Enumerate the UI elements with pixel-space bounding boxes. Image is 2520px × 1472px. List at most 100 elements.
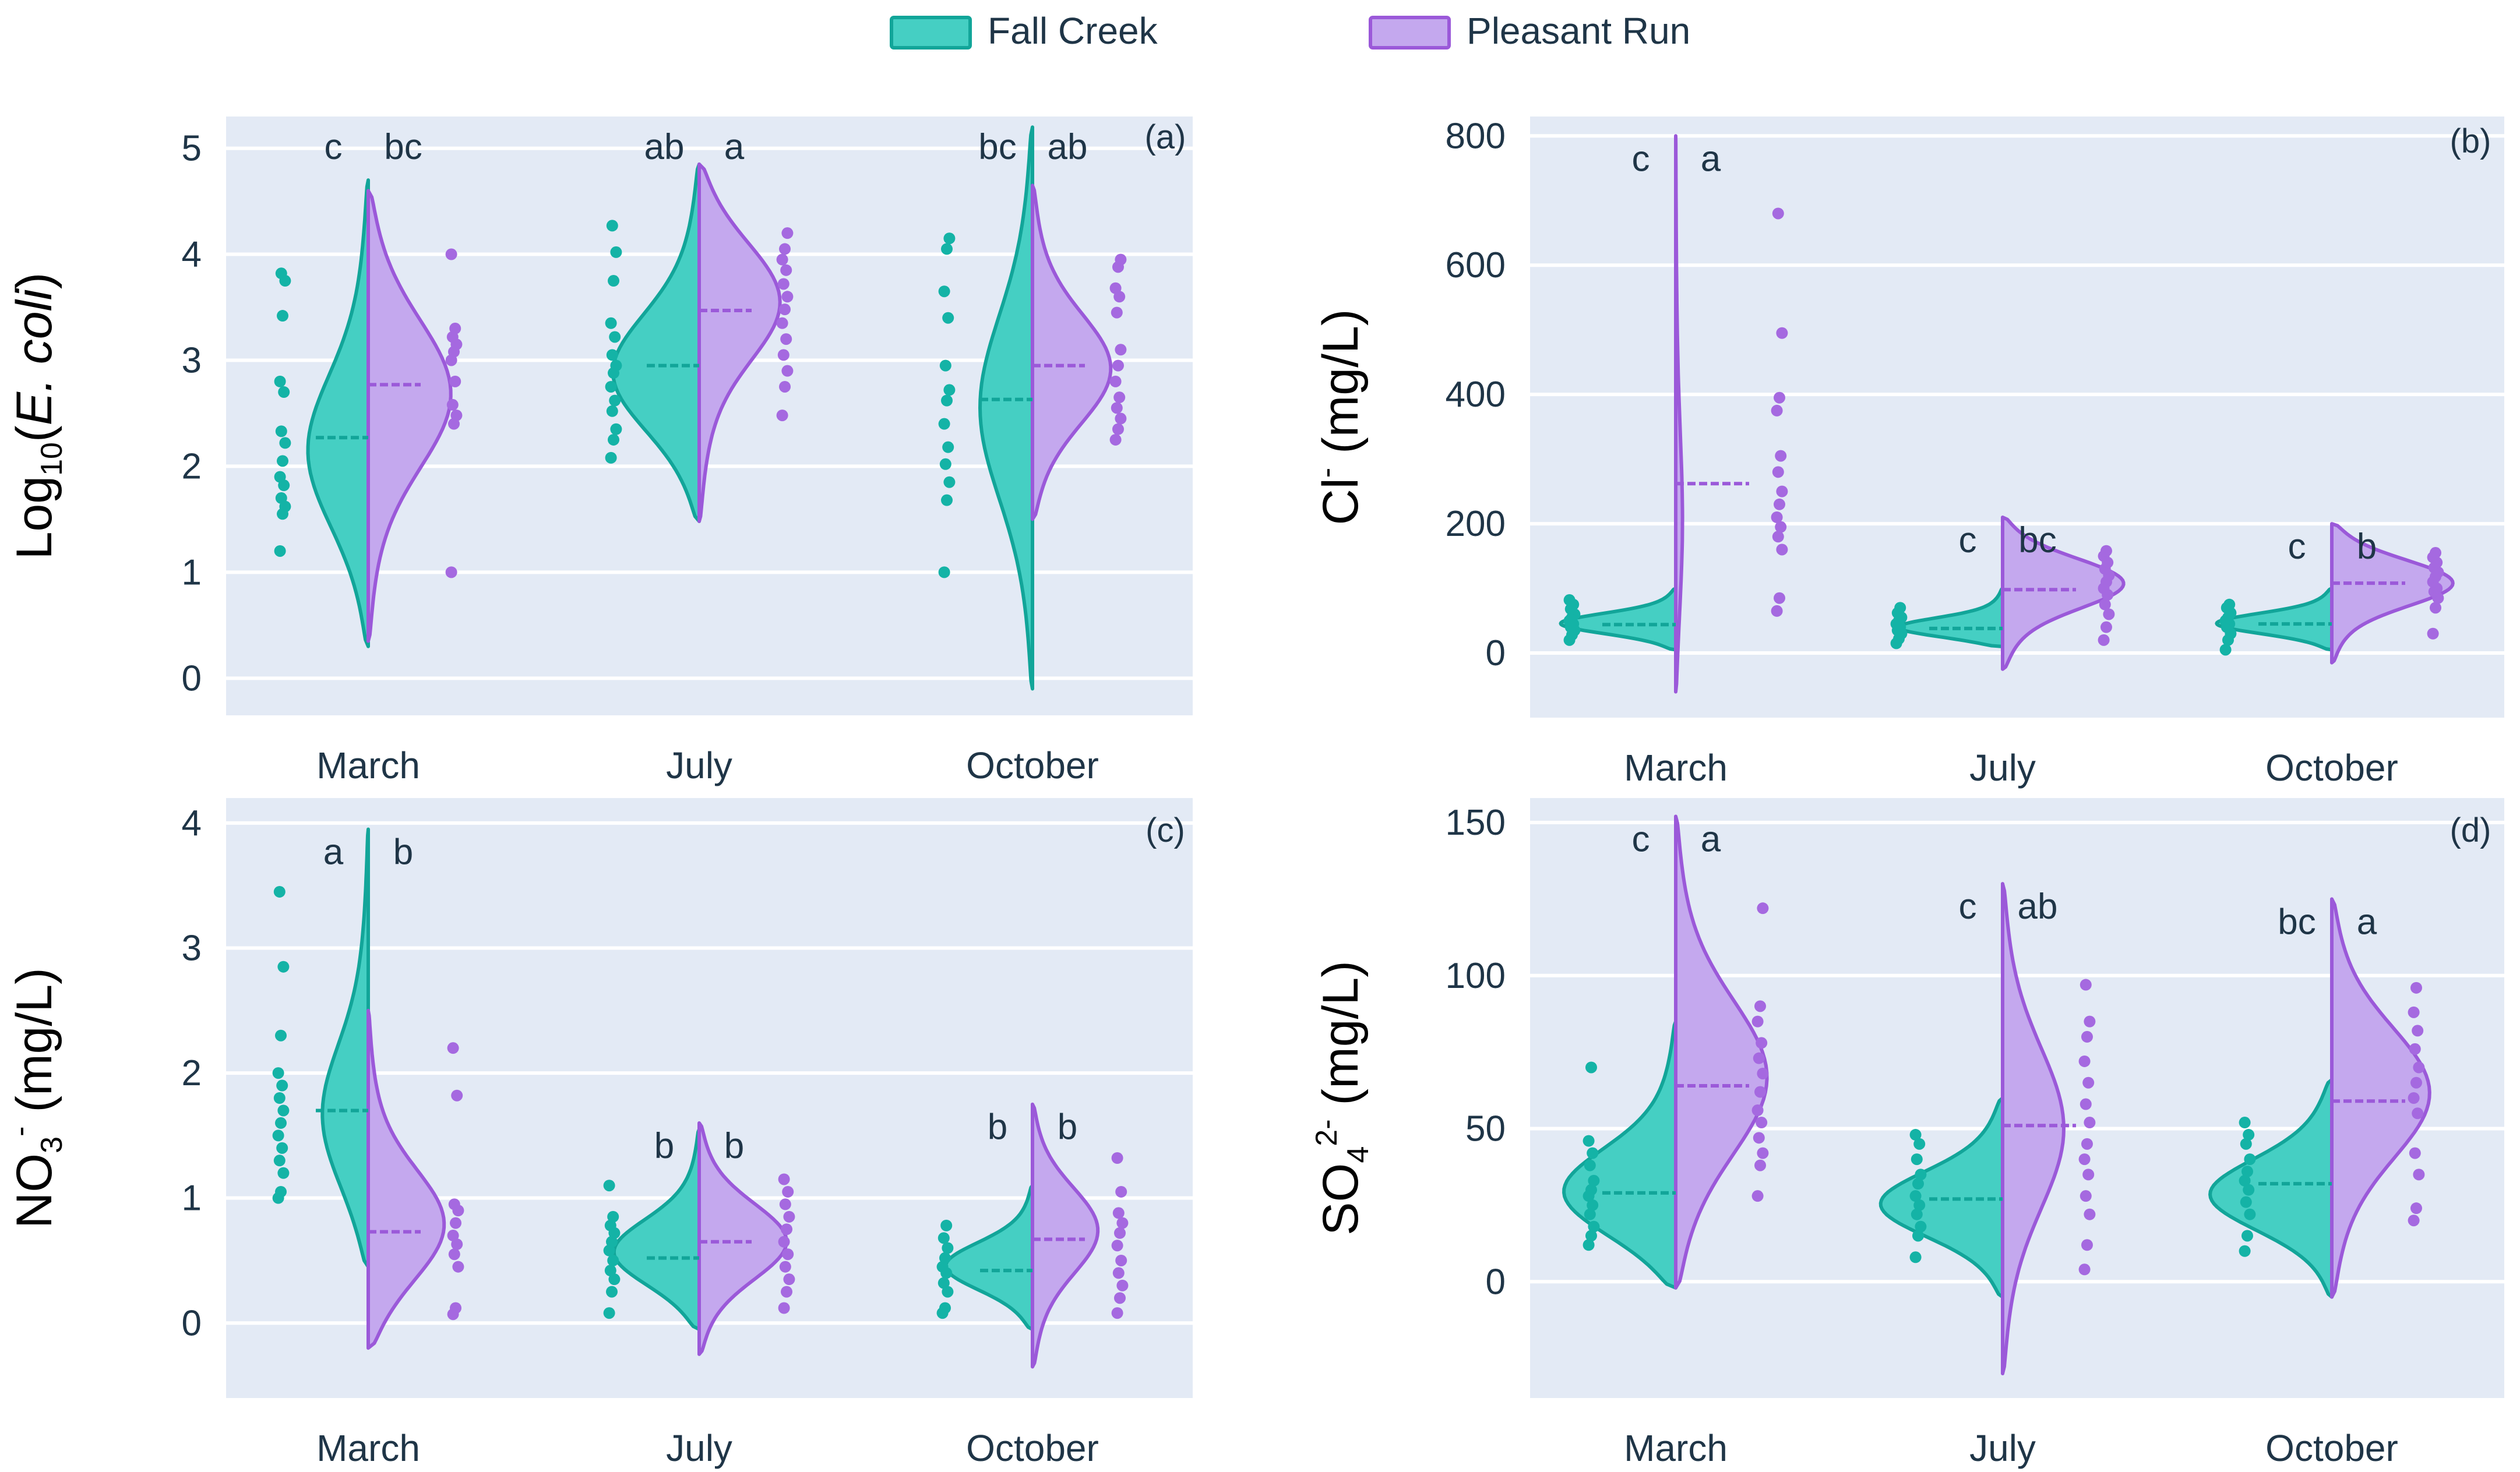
data-point-fall-creek: [1909, 1190, 1922, 1202]
data-point-pleasant-run: [1751, 1190, 1764, 1202]
data-point-pleasant-run: [449, 375, 461, 387]
violin-group-october: bc ab: [938, 125, 1127, 691]
data-point-pleasant-run: [1757, 1067, 1769, 1079]
data-point-fall-creek: [2239, 1174, 2251, 1187]
significance-letter-pleasant-run: b: [393, 832, 413, 873]
data-point-fall-creek: [942, 1286, 954, 1298]
panel-tag: (c): [1146, 811, 1185, 849]
data-point-fall-creek: [606, 405, 618, 417]
y-tick-label: 400: [1446, 375, 1506, 415]
data-point-fall-creek: [2243, 1129, 2255, 1141]
data-point-pleasant-run: [2084, 1208, 2096, 1220]
data-point-pleasant-run: [2078, 1263, 2091, 1276]
violin-pleasant-run: [697, 162, 782, 524]
data-point-fall-creek: [1912, 1230, 1924, 1242]
data-point-fall-creek: [610, 246, 622, 258]
y-title-text: (mg/L): [1313, 961, 1369, 1119]
data-point-fall-creek: [1912, 1178, 1924, 1190]
data-point-fall-creek: [938, 566, 950, 578]
data-point-pleasant-run: [1115, 1185, 1127, 1198]
data-point-pleasant-run: [445, 248, 457, 260]
data-point-fall-creek: [1563, 594, 1576, 606]
data-point-fall-creek: [604, 1265, 616, 1277]
data-point-fall-creek: [941, 394, 953, 407]
y-title-superscript: -: [1310, 468, 1344, 478]
y-title-text: Cl: [1313, 478, 1369, 525]
data-point-pleasant-run: [1115, 412, 1127, 425]
data-point-pleasant-run: [776, 410, 788, 422]
data-point-fall-creek: [1588, 1220, 1600, 1233]
significance-letter-pleasant-run: ab: [2018, 887, 2058, 927]
data-point-fall-creek: [273, 1092, 286, 1104]
data-point-pleasant-run: [451, 1238, 463, 1251]
data-point-pleasant-run: [2409, 1043, 2421, 1055]
y-tick-label: 0: [1486, 1262, 1506, 1302]
data-point-pleasant-run: [1776, 543, 1788, 556]
data-point-pleasant-run: [778, 1302, 790, 1314]
data-point-pleasant-run: [448, 1198, 460, 1210]
data-point-fall-creek: [605, 317, 617, 329]
data-point-fall-creek: [610, 359, 622, 372]
y-tick-label: 5: [182, 129, 202, 169]
data-point-fall-creek: [605, 380, 617, 393]
violin-group-july: ab a: [605, 127, 794, 524]
violin-group-july: c bc: [1890, 516, 2126, 671]
data-point-fall-creek: [607, 1254, 619, 1266]
data-point-fall-creek: [275, 425, 287, 437]
data-point-pleasant-run: [1754, 1000, 1766, 1012]
data-point-fall-creek: [608, 433, 619, 446]
data-point-fall-creek: [943, 384, 956, 396]
y-axis-title: Log10(E. coli): [6, 273, 69, 560]
significance-letter-fall-creek: bc: [978, 127, 1016, 167]
panel-tag: (d): [2450, 811, 2491, 849]
significance-letter-pleasant-run: b: [2357, 527, 2377, 567]
legend-swatch-pleasant-run: [1369, 16, 1451, 50]
data-point-pleasant-run: [2081, 1138, 2093, 1150]
data-point-fall-creek: [274, 545, 286, 557]
legend-label-fall-creek: Fall Creek: [988, 10, 1158, 52]
y-tick-label: 800: [1446, 116, 1506, 156]
data-point-fall-creek: [937, 1232, 950, 1244]
y-tick-label: 2: [182, 446, 202, 486]
significance-letter-fall-creek: b: [988, 1107, 1007, 1148]
data-point-pleasant-run: [2413, 1169, 2425, 1181]
data-point-pleasant-run: [2408, 1006, 2420, 1018]
data-point-pleasant-run: [1111, 1240, 1123, 1252]
data-point-pleasant-run: [2082, 1076, 2095, 1089]
violin-group-july: c ab: [1878, 882, 2096, 1375]
data-point-fall-creek: [275, 1029, 287, 1042]
data-point-pleasant-run: [781, 291, 794, 303]
data-point-fall-creek: [609, 331, 621, 343]
data-point-pleasant-run: [2078, 1153, 2091, 1166]
significance-letter-pleasant-run: a: [1701, 820, 1721, 860]
violin-fall-creek: [944, 1184, 1034, 1331]
data-point-pleasant-run: [450, 1217, 461, 1229]
data-point-fall-creek: [606, 349, 618, 361]
data-point-pleasant-run: [2078, 1055, 2091, 1067]
significance-letter-pleasant-run: ab: [1048, 127, 1088, 167]
data-point-pleasant-run: [1772, 531, 1784, 543]
data-point-pleasant-run: [781, 365, 794, 377]
data-point-pleasant-run: [1776, 327, 1788, 339]
data-point-fall-creek: [273, 885, 286, 898]
y-tick-label: 1: [182, 1178, 202, 1219]
data-point-pleasant-run: [449, 322, 461, 334]
y-tick-label: 0: [182, 658, 202, 698]
y-tick-label: 4: [182, 235, 202, 275]
data-point-pleasant-run: [1109, 375, 1122, 387]
y-tick-label: 4: [182, 803, 202, 843]
x-category-label: July: [1969, 1427, 2036, 1469]
y-tick-label: 100: [1446, 956, 1506, 996]
y-title-superscript: -: [3, 1127, 37, 1136]
y-tick-label: 200: [1446, 504, 1506, 544]
data-point-fall-creek: [2239, 1245, 2251, 1257]
y-title-text: (: [6, 425, 62, 442]
data-point-pleasant-run: [1114, 1227, 1126, 1239]
data-point-fall-creek: [1587, 1199, 1599, 1211]
data-point-pleasant-run: [2084, 1015, 2096, 1028]
y-title-text: SO: [1313, 1163, 1369, 1236]
data-point-fall-creek: [2239, 1117, 2251, 1129]
significance-letter-fall-creek: c: [1959, 887, 1977, 927]
data-point-pleasant-run: [452, 1261, 464, 1273]
data-point-pleasant-run: [1771, 404, 1783, 416]
